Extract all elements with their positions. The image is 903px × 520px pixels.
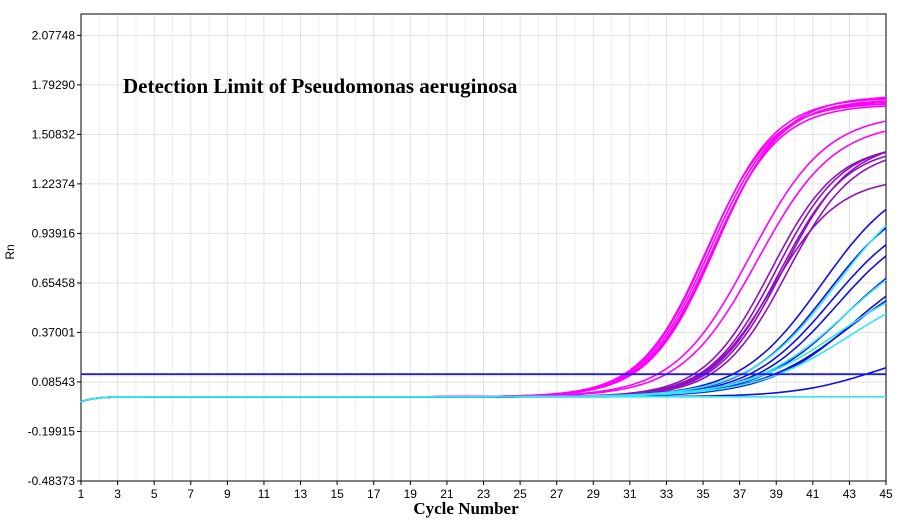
y-tick-labels: -0.48373 -0.19915 0.08543 0.37001 0.65458 0.9…: [28, 28, 81, 488]
x-tick-label: 9: [224, 487, 231, 501]
y-tick-label: -0.19915: [28, 424, 76, 438]
x-tick-label: 41: [806, 487, 820, 501]
x-tick-label: 1: [78, 487, 85, 501]
x-tick-label: 39: [770, 487, 784, 501]
x-tick-label: 23: [477, 487, 491, 501]
curves: [80, 96, 887, 403]
x-tick-label: 25: [513, 487, 527, 501]
x-tick-label: 29: [587, 487, 601, 501]
x-tick-label: 3: [114, 487, 121, 501]
x-tick-label: 35: [696, 487, 710, 501]
y-axis-label: Rn: [3, 244, 17, 259]
x-tick-label: 45: [879, 487, 893, 501]
x-tick-label: 31: [623, 487, 637, 501]
y-tick-label: 0.37001: [32, 325, 76, 339]
x-tick-label: 19: [404, 487, 418, 501]
chart-title: Detection Limit of Pseudomonas aeruginos…: [123, 74, 518, 98]
y-tick-label: 1.22374: [32, 177, 76, 191]
x-tick-label: 21: [440, 487, 454, 501]
grid: [81, 14, 886, 481]
x-tick-label: 27: [550, 487, 564, 501]
y-tick-label: -0.48373: [28, 474, 76, 488]
amplification-curve: [80, 396, 886, 403]
x-tick-label: 17: [367, 487, 381, 501]
x-tick-label: 43: [843, 487, 857, 501]
x-tick-labels: 1 3 5 7 9 11 13 15 17 19 21 23 25 27 29 31 33 35 37 39 41 43 4…: [78, 481, 893, 501]
x-tick-label: 5: [151, 487, 158, 501]
x-tick-label: 11: [258, 487, 271, 501]
y-tick-label: 2.07748: [32, 28, 76, 42]
y-tick-label: 1.50832: [32, 127, 76, 141]
y-tick-label: 0.08543: [32, 375, 76, 389]
x-axis-label: Cycle Number: [413, 499, 519, 518]
x-tick-label: 37: [733, 487, 747, 501]
x-tick-label: 13: [294, 487, 308, 501]
y-tick-label: 0.93916: [32, 226, 76, 240]
x-tick-label: 33: [660, 487, 674, 501]
y-tick-label: 0.65458: [32, 276, 76, 290]
y-tick-label: 1.79290: [32, 78, 76, 92]
x-tick-label: 7: [187, 487, 194, 501]
x-tick-label: 15: [330, 487, 344, 501]
